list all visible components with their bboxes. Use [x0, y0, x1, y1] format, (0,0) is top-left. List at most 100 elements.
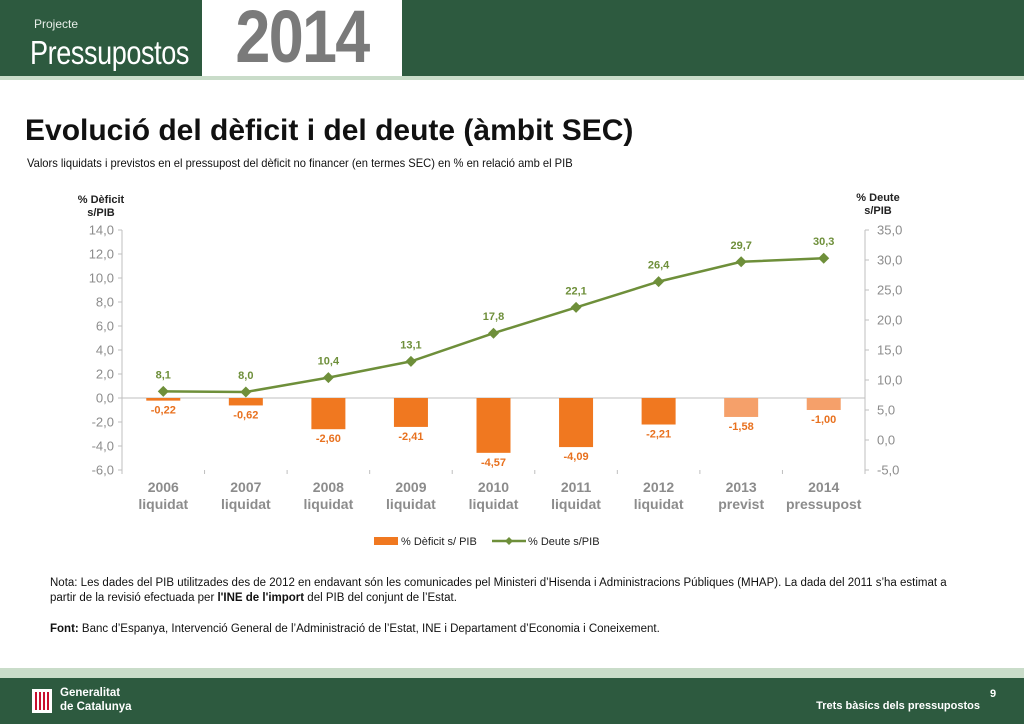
debt-marker — [405, 355, 417, 367]
right-tick-label: 20,0 — [877, 313, 902, 328]
legend-line-marker — [505, 537, 513, 545]
deficit-debt-chart: 14,0 12,0 10,0 8,0 6,0 4,0 2,0 0,0 -2,0 -4,0 -6,0 3… — [78, 192, 903, 548]
debt-data-label: 22,1 — [565, 285, 586, 297]
left-tick-label: -2,0 — [92, 415, 114, 430]
debt-marker — [240, 386, 252, 398]
footer-divider — [0, 668, 1024, 678]
category-label: liquidat — [469, 496, 519, 512]
debt-data-label: 10,4 — [318, 356, 340, 368]
debt-data-label: 8,0 — [238, 370, 253, 382]
source-label: Font: — [50, 623, 79, 635]
category-label: 2011 — [561, 479, 592, 495]
right-tick-label: 0,0 — [877, 433, 895, 448]
category-label: liquidat — [551, 496, 601, 512]
deficit-bar — [559, 398, 594, 448]
category-label: 2014 — [808, 479, 839, 495]
debt-line — [163, 256, 824, 394]
category-label: 2012 — [643, 479, 674, 495]
deficit-data-label: -1,58 — [729, 421, 754, 433]
deficit-bar — [311, 398, 346, 430]
category-label: liquidat — [138, 496, 188, 512]
deficit-bar — [228, 398, 263, 406]
year-box: 2014 — [202, 0, 402, 78]
note-text: Nota: Les dades del PIB utilitzades des … — [50, 577, 947, 604]
right-tick-label: 10,0 — [877, 373, 902, 388]
header-divider — [0, 76, 1024, 80]
org-name-line2: de Catalunya — [60, 701, 132, 713]
deficit-bar — [724, 398, 759, 417]
deficit-data-label: -2,21 — [646, 429, 671, 441]
generalitat-logo — [32, 689, 52, 713]
debt-data-label: 29,7 — [730, 240, 751, 252]
debt-marker — [818, 252, 830, 264]
deficit-data-label: -2,60 — [316, 433, 341, 445]
deficit-data-label: -0,22 — [151, 405, 176, 417]
deficit-bar — [641, 398, 676, 425]
right-tick-label: 30,0 — [877, 253, 902, 268]
footer-bar: Generalitat de Catalunya 9 Trets bàsics … — [0, 678, 1024, 724]
deficit-data-label: -4,09 — [564, 451, 589, 463]
left-tick-label: 2,0 — [96, 367, 114, 382]
left-tick-label: -6,0 — [92, 463, 114, 478]
legend-line-label: % Deute s/PIB — [528, 536, 600, 548]
right-tick-label: 15,0 — [877, 343, 902, 358]
left-tick-label: 12,0 — [89, 247, 114, 262]
category-label: pressupost — [786, 496, 862, 512]
right-tick-label: 25,0 — [877, 283, 902, 298]
category-label: 2006 — [148, 479, 179, 495]
debt-data-label: 26,4 — [648, 260, 670, 272]
left-tick-label: 6,0 — [96, 319, 114, 334]
category-label: 2009 — [395, 479, 426, 495]
deficit-bar — [806, 398, 841, 410]
note-bold: l'INE de l'import — [217, 592, 305, 604]
debt-marker — [570, 301, 582, 313]
source-line: Font: Banc d’Espanya, Intervenció Genera… — [50, 623, 660, 635]
footer-caption: Trets bàsics dels pressupostos — [816, 700, 980, 712]
left-tick-label: 10,0 — [89, 271, 114, 286]
org-name-line1: Generalitat — [60, 687, 121, 699]
left-axis-title: % Dèficit — [78, 194, 125, 206]
debt-data-label: 8,1 — [156, 369, 171, 381]
category-label: 2007 — [230, 479, 261, 495]
debt-data-label: 30,3 — [813, 236, 834, 248]
category-label: 2010 — [478, 479, 509, 495]
category-label: previst — [718, 496, 764, 512]
left-tick-label: 4,0 — [96, 343, 114, 358]
left-tick-label: -4,0 — [92, 439, 114, 454]
source-text: Banc d’Espanya, Intervenció General de l… — [78, 623, 660, 635]
deficit-data-label: -4,57 — [481, 457, 506, 469]
debt-marker — [322, 372, 334, 384]
right-tick-label: -5,0 — [877, 463, 899, 478]
note-suffix: del PIB del conjunt de l’Estat. — [304, 592, 457, 604]
debt-marker — [735, 256, 747, 268]
debt-marker — [653, 276, 665, 288]
debt-marker — [488, 327, 499, 339]
deficit-bar — [393, 398, 428, 427]
right-axis-title: % Deute — [856, 192, 899, 204]
left-axis-title: s/PIB — [87, 207, 115, 219]
page-subtitle: Valors liquidats i previstos en el press… — [27, 156, 573, 170]
page-number: 9 — [990, 688, 997, 700]
legend-bar-label: % Dèficit s/ PIB — [401, 536, 477, 548]
deficit-data-label: -1,00 — [811, 414, 836, 426]
left-tick-label: 8,0 — [96, 295, 114, 310]
deficit-data-label: -0,62 — [233, 409, 258, 421]
right-tick-label: 35,0 — [877, 223, 902, 238]
category-label: liquidat — [221, 496, 271, 512]
category-label: 2008 — [313, 479, 344, 495]
left-tick-label: 14,0 — [89, 223, 114, 238]
debt-data-label: 13,1 — [400, 339, 421, 351]
header-bar: Projecte Pressupostos 2014 — [0, 0, 1024, 78]
category-label: 2013 — [726, 479, 757, 495]
page-title: Evolució del dèficit i del deute (àmbit … — [25, 114, 634, 147]
project-label: Projecte — [34, 17, 79, 31]
footnote: Nota: Les dades del PIB utilitzades des … — [50, 576, 965, 606]
right-tick-label: 5,0 — [877, 403, 895, 418]
deficit-bar — [476, 398, 511, 453]
category-label: liquidat — [386, 496, 436, 512]
deficit-data-label: -2,41 — [398, 431, 423, 443]
header-year: 2014 — [235, 0, 370, 78]
category-label: liquidat — [303, 496, 353, 512]
legend-bar-swatch — [374, 537, 398, 545]
category-label: liquidat — [634, 496, 684, 512]
